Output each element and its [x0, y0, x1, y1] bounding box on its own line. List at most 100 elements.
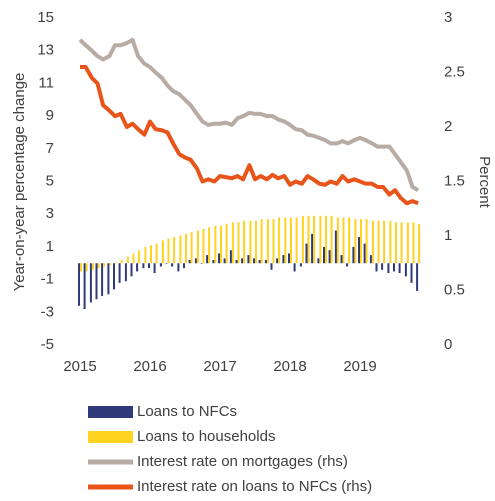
legend-swatch	[88, 406, 133, 418]
bar	[225, 224, 228, 264]
bar	[194, 258, 197, 264]
bar	[115, 263, 117, 264]
bar	[346, 263, 349, 267]
y2-axis-label: Percent	[476, 156, 493, 209]
x-tick-label: 2017	[203, 358, 236, 375]
bar	[395, 222, 397, 264]
line	[80, 65, 419, 206]
bar	[130, 263, 133, 277]
bar	[323, 246, 325, 264]
bar	[288, 253, 290, 264]
bar	[260, 219, 263, 264]
bar	[330, 215, 333, 264]
bar	[319, 215, 322, 264]
bar	[360, 219, 362, 264]
bar	[278, 217, 281, 264]
bar	[404, 263, 407, 277]
bar	[383, 220, 386, 264]
bar	[290, 217, 292, 264]
bar	[89, 263, 92, 303]
bar	[336, 217, 339, 264]
bar	[229, 250, 232, 264]
bar	[91, 263, 94, 270]
bar	[124, 263, 127, 282]
bar	[80, 263, 82, 272]
y2-tick-label: 1	[444, 227, 452, 244]
bar	[243, 220, 246, 264]
legend-label: Loans to NFCs	[137, 403, 237, 420]
bar	[173, 237, 176, 264]
bar	[348, 217, 351, 264]
y2-tick-label: 2.5	[444, 63, 465, 80]
y-tick-label: -5	[41, 336, 54, 353]
bar	[295, 217, 298, 264]
bar	[418, 224, 421, 264]
bar	[410, 263, 413, 283]
bar	[375, 263, 378, 272]
bar	[311, 233, 314, 264]
bar	[258, 259, 261, 264]
bar	[223, 258, 226, 264]
bar	[148, 263, 150, 269]
bar	[266, 219, 269, 264]
bar	[358, 237, 360, 264]
bar	[142, 263, 145, 269]
bar	[144, 246, 147, 264]
bar	[393, 263, 395, 272]
bar	[97, 263, 100, 269]
bar	[363, 243, 366, 264]
bar	[212, 259, 215, 264]
bar	[307, 215, 310, 264]
bar	[113, 263, 115, 290]
y2-tick-label: 2	[444, 118, 452, 135]
bar	[412, 222, 415, 264]
y-tick-label: 15	[37, 9, 54, 26]
bar	[83, 263, 86, 310]
bar	[179, 235, 182, 264]
bar	[208, 227, 211, 264]
bar	[214, 225, 217, 264]
bar	[95, 263, 98, 300]
x-tick-label: 2019	[343, 358, 376, 375]
bar	[284, 217, 287, 264]
bar	[185, 233, 187, 264]
bar	[313, 215, 316, 264]
bar	[132, 253, 135, 264]
bar	[340, 255, 343, 264]
bar	[218, 253, 220, 264]
bar	[272, 219, 275, 264]
bar	[282, 255, 285, 264]
legend-label: Interest rate on loans to NFCs (rhs)	[137, 478, 372, 495]
bar	[381, 263, 384, 270]
y-axis-label: Year-on-year percentage change	[11, 73, 28, 292]
bar	[118, 263, 121, 283]
bar	[150, 245, 152, 264]
bar	[301, 215, 304, 264]
bar	[325, 215, 327, 264]
bar	[231, 222, 234, 264]
bar	[136, 263, 139, 272]
bar	[400, 222, 403, 264]
bar	[202, 228, 205, 264]
bar	[85, 263, 88, 272]
y-tick-label: 7	[46, 140, 54, 157]
bar	[317, 258, 320, 264]
bar	[342, 217, 345, 264]
legend-label: Interest rate on mortgages (rhs)	[137, 453, 348, 470]
bar	[188, 259, 191, 264]
legend-swatch	[88, 431, 133, 443]
bar	[101, 263, 104, 296]
bar	[206, 255, 209, 264]
bar	[334, 230, 337, 264]
y2-tick-label: 1.5	[444, 172, 465, 189]
bar	[109, 263, 112, 265]
y-tick-label: 3	[46, 205, 54, 222]
bar	[365, 219, 368, 264]
bar	[200, 263, 203, 264]
bar	[369, 255, 372, 264]
bar	[352, 246, 355, 264]
bar	[161, 240, 164, 264]
bar	[328, 250, 331, 264]
y-tick-label: -1	[41, 271, 54, 288]
